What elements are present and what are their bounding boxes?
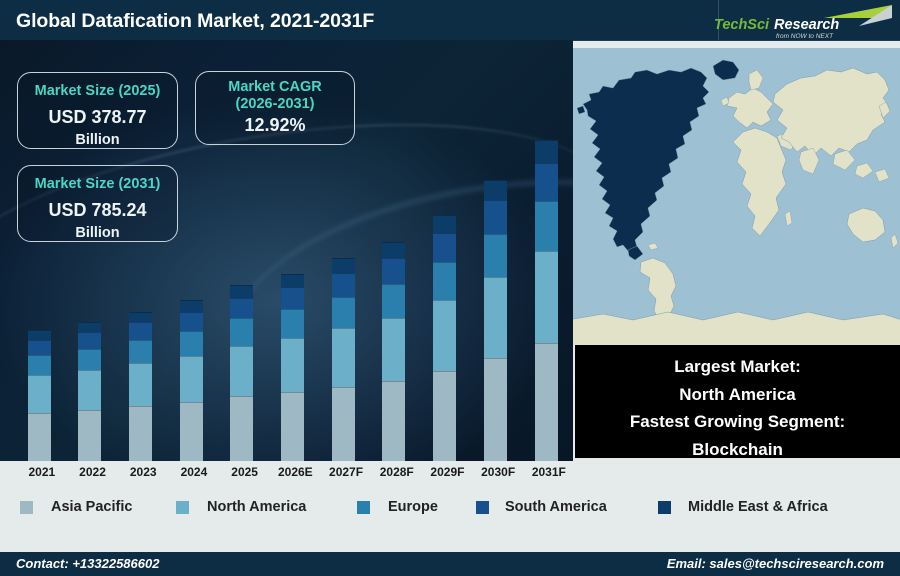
svg-text:Research: Research [774,17,839,33]
svg-text:TechSci: TechSci [714,17,770,33]
svg-text:from NOW to NEXT: from NOW to NEXT [776,33,834,39]
